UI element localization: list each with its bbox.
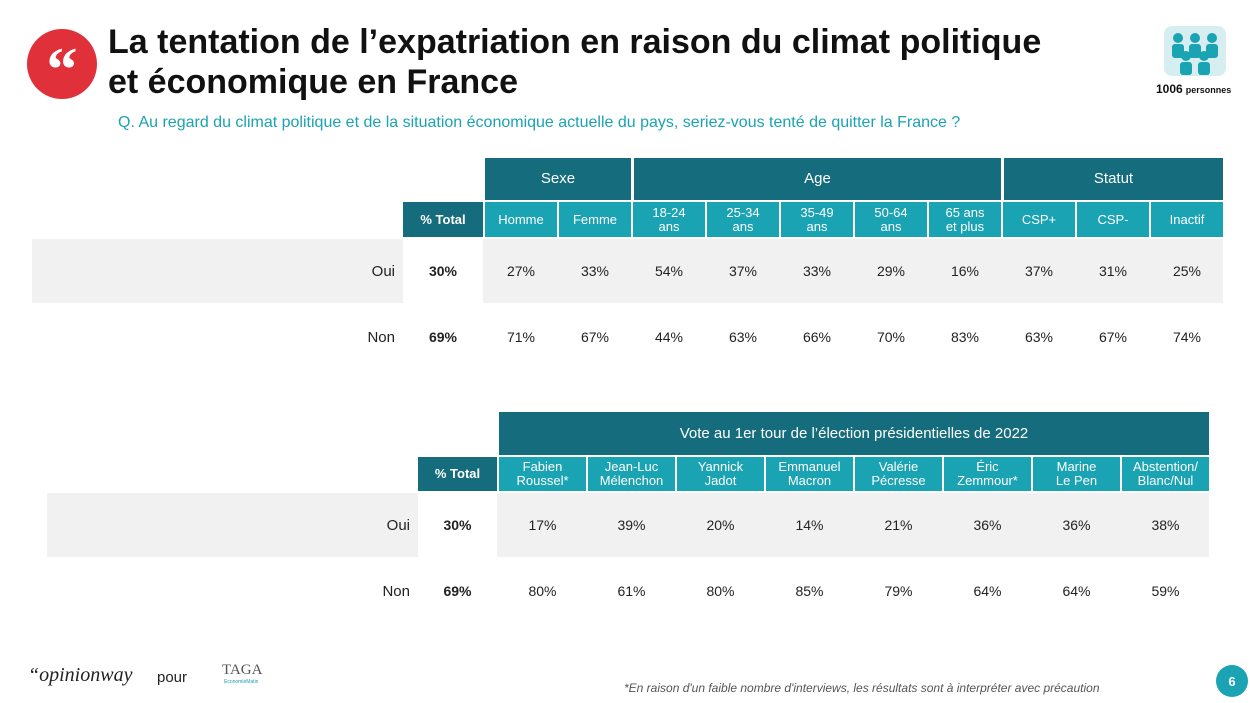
row-total: 69% [403,305,483,369]
row-label: Non [367,328,395,346]
cell-value: 17% [528,517,557,533]
svg-text:“: “ [47,36,78,100]
column-header: Emmanuel Macron [766,457,853,491]
people-icon [1164,26,1226,76]
column-header: 35-49 ans [781,202,853,237]
column-header: 25-34 ans [707,202,779,237]
column-header: Éric Zemmour* [944,457,1031,491]
column-header: Fabien Roussel* [499,457,586,491]
row-band [32,239,1223,303]
column-header: Inactif [1151,202,1223,237]
cell-value: 20% [706,517,735,533]
column-header: Yannick Jadot [677,457,764,491]
row-label: Non [382,582,410,600]
cell-value: 79% [884,583,913,599]
total-header: % Total [403,202,483,237]
cell-value: 36% [973,517,1002,533]
group-header: Age [633,158,1001,200]
partner-logo: TAGA [222,662,263,678]
cell-value: 21% [884,517,913,533]
cell-value: 54% [654,263,684,279]
row-total: 30% [418,493,497,557]
partner-sub: EconomieMatin [224,679,259,685]
cell-value: 61% [617,583,646,599]
column-header: CSP- [1077,202,1149,237]
sample-label: personnes [1185,85,1232,95]
cell-value: 44% [654,329,684,345]
column-header: Valérie Pécresse [855,457,942,491]
question: Q. Au regard du climat politique et de l… [118,114,961,131]
cell-value: 38% [1151,517,1180,533]
column-header: 65 ans et plus [929,202,1001,237]
cell-value: 39% [617,517,646,533]
group-header: Vote au 1er tour de l’élection président… [499,412,1209,455]
quote-icon: “ [27,29,97,100]
column-header: 50-64 ans [855,202,927,237]
cell-value: 63% [728,329,758,345]
cell-value: 80% [706,583,735,599]
cell-value: 16% [950,263,980,279]
row-band [47,493,1209,557]
cell-value: 74% [1172,329,1202,345]
cell-value: 37% [1024,263,1054,279]
cell-value: 25% [1172,263,1202,279]
cell-value: 64% [973,583,1002,599]
cell-value: 37% [728,263,758,279]
cell-value: 27% [506,263,536,279]
cell-value: 80% [528,583,557,599]
cell-value: 36% [1062,517,1091,533]
footnote: *En raison d'un faible nombre d'intervie… [624,681,1100,695]
title-line: et économique en France [108,63,518,101]
group-header: Statut [1003,158,1223,200]
cell-value: 63% [1024,329,1054,345]
cell-value: 67% [1098,329,1128,345]
cell-value: 83% [950,329,980,345]
column-header: CSP+ [1003,202,1075,237]
cell-value: 59% [1151,583,1180,599]
row-total: 30% [403,239,483,303]
column-header: Abstention/ Blanc/Nul [1122,457,1209,491]
cell-value: 66% [802,329,832,345]
sample-count: 1006 [1156,82,1183,96]
cell-value: 31% [1098,263,1128,279]
row-label: Oui [386,516,410,534]
for-label: pour [157,669,188,686]
cell-value: 33% [802,263,832,279]
column-header: Homme [485,202,557,237]
column-header: Marine Le Pen [1033,457,1120,491]
cell-value: 67% [580,329,610,345]
column-header: Jean-Luc Mélenchon [588,457,675,491]
cell-value: 29% [876,263,906,279]
cell-value: 85% [795,583,824,599]
group-header: Sexe [485,158,631,200]
page-number: 6 [1216,665,1248,697]
cell-value: 70% [876,329,906,345]
column-header: Femme [559,202,631,237]
total-header: % Total [418,457,497,491]
cell-value: 64% [1062,583,1091,599]
cell-value: 33% [580,263,610,279]
cell-value: 71% [506,329,536,345]
column-header: 18-24 ans [633,202,705,237]
brand: “opinionway [28,664,133,686]
cell-value: 14% [795,517,824,533]
row-total: 69% [418,559,497,623]
title-line: La tentation de l’expatriation en raison… [108,23,1042,61]
row-label: Oui [371,262,395,280]
